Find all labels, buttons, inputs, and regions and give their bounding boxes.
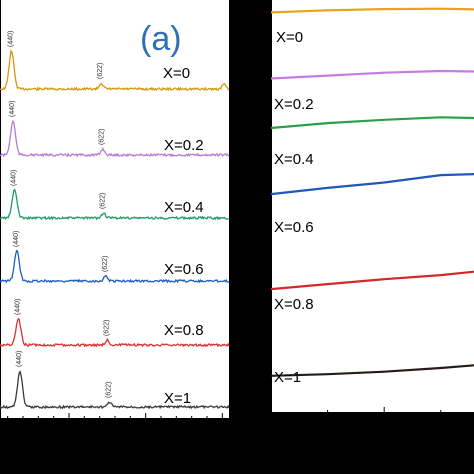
xrd-x-tick-label: 80 xyxy=(138,425,152,440)
xrd-peak-label: (622) xyxy=(99,129,106,145)
transmittance-series-line xyxy=(270,364,474,377)
transmittance-series-label: X=0.2 xyxy=(274,96,314,113)
transmittance-x-tick-label: 900 xyxy=(373,420,395,435)
xrd-x-tick-label: 90 xyxy=(215,425,229,440)
panel-label: (a) xyxy=(140,20,182,58)
panel-a-xrd: (a) X=0 (440) (622) X=0.2 (440) (622) X=0.4 (44… xyxy=(0,0,231,440)
transmittance-series-line xyxy=(270,7,474,14)
panel-b-x-ticks: 1000 900 800 xyxy=(257,407,474,435)
xrd-series-label: X=0.6 xyxy=(164,261,204,278)
xrd-peak-label: (440) xyxy=(16,351,23,367)
xrd-series-line xyxy=(0,249,230,284)
transmittance-series-label: X=1 xyxy=(274,369,301,386)
panel-b-series: X=0 X=0.2 X=0.4 X=0.6 X=0.8 X=1 xyxy=(270,7,474,386)
transmittance-series-line xyxy=(270,270,474,291)
xrd-series-label: X=0.2 xyxy=(164,137,204,154)
transmittance-series-label: X=0.4 xyxy=(274,151,314,168)
xrd-peak-label: (622) xyxy=(106,382,113,398)
xrd-peak-label: (622) xyxy=(100,193,107,209)
xrd-peak-label: (622) xyxy=(102,256,109,272)
transmittance-series-line xyxy=(270,116,474,130)
xrd-series-label: X=1 xyxy=(164,390,191,407)
xrd-series-label: X=0.4 xyxy=(164,199,204,216)
xrd-peak-label: (440) xyxy=(8,31,15,47)
transmittance-series-label: X=0 xyxy=(276,29,303,46)
transmittance-x-tick-label: 1000 xyxy=(257,420,286,435)
xrd-peak-label: (440) xyxy=(14,299,21,315)
panel-a-background xyxy=(0,0,230,419)
panel-b-background xyxy=(271,0,474,413)
transmittance-series-line xyxy=(270,69,474,80)
panel-a-x-ticks: 70 80 90 xyxy=(7,413,230,440)
xrd-series-line xyxy=(0,119,230,158)
panel-b-y-axis-label: Transmittance % xyxy=(251,154,268,266)
xrd-peak-label: (622) xyxy=(97,63,104,79)
panel-b-transmittance: Transmittance % X=0X=0.2X=0.4X=0.6X=0.8X… xyxy=(251,0,474,435)
xrd-peak-label: (440) xyxy=(9,101,16,117)
xrd-peak-label: (440) xyxy=(13,231,20,247)
xrd-series-line xyxy=(0,370,230,410)
xrd-x-tick-label: 70 xyxy=(62,425,76,440)
transmittance-series-line xyxy=(270,173,474,196)
transmittance-series-label: X=0.8 xyxy=(274,296,314,313)
transmittance-series-label: X=0.6 xyxy=(274,219,314,236)
xrd-peak-label: (622) xyxy=(103,320,110,336)
panel-a-series: X=0 (440) (622) X=0.2 (440) (622) X=0.4 (440) (6… xyxy=(0,31,230,410)
xrd-series-line xyxy=(0,188,230,221)
transmittance-x-tick-label: 800 xyxy=(452,420,474,435)
xrd-series-label: X=0.8 xyxy=(164,322,204,339)
xrd-series-label: X=0 xyxy=(163,65,190,82)
xrd-peak-label: (440) xyxy=(11,170,18,186)
xrd-series-line xyxy=(0,49,230,92)
xrd-series-line xyxy=(0,317,230,348)
